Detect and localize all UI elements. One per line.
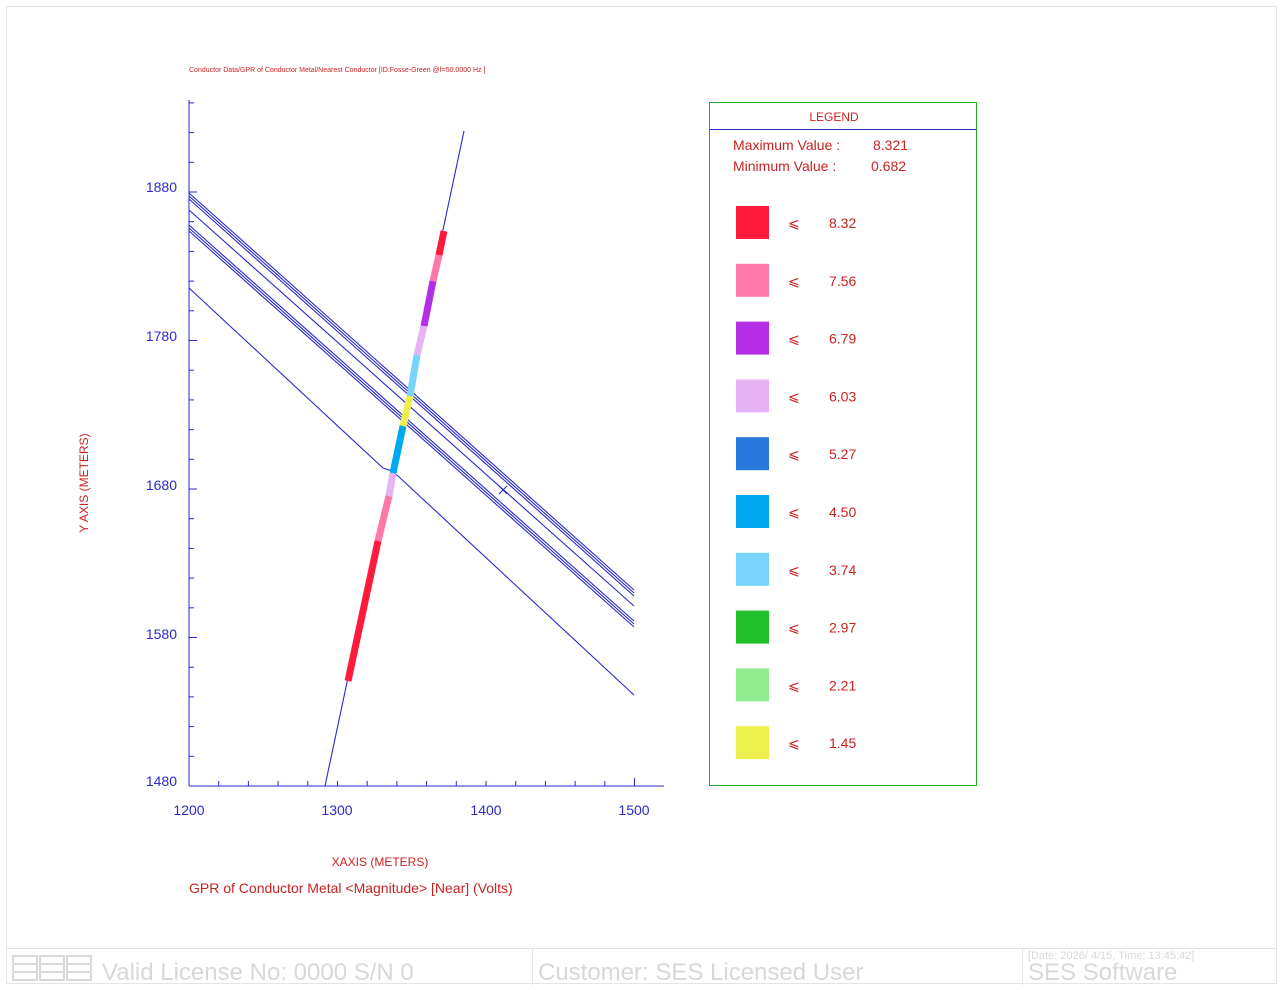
legend-value: 7.56 [829, 273, 856, 289]
legend-swatch [736, 610, 769, 644]
conductor-line [188, 209, 635, 607]
legend-symbol: ⩽ [788, 332, 800, 348]
legend-value: 5.27 [829, 446, 856, 462]
y-axis-ticks [189, 102, 197, 787]
legend-value: 1.45 [829, 735, 856, 751]
license-text: Valid License No: 0000 S/N 0 [102, 959, 414, 986]
gpr-segment [374, 495, 393, 542]
y-tick-label: 1580 [146, 626, 177, 642]
gpr-segment [429, 254, 443, 282]
x-tick-label: 1300 [321, 802, 352, 818]
software-cell: [Date: 2026/ 4/15, Time: 13:45:42] SES S… [1022, 949, 1277, 985]
gpr-segment [385, 472, 397, 497]
legend-symbol: ⩽ [788, 274, 800, 290]
legend-symbol: ⩽ [788, 736, 800, 752]
y-tick-labels: 1880 1780 1680 1580 1480 [146, 179, 177, 789]
plot-frame [6, 6, 1277, 984]
y-axis-label: Y AXIS (METERS) [77, 433, 91, 532]
customer-cell: Customer: SES Licensed User [532, 949, 1023, 985]
legend-value: 3.74 [829, 562, 856, 578]
conductor-line [188, 230, 635, 628]
legend-min-label: Minimum Value : [733, 158, 836, 174]
legend-swatch [736, 379, 769, 413]
x-axis-ticks [188, 778, 635, 786]
legend-swatch [736, 495, 769, 528]
legend-value: 2.97 [829, 620, 856, 636]
legend-max-label: Maximum Value : [733, 137, 840, 153]
legend-title: LEGEND [809, 110, 859, 124]
legend-swatch [736, 437, 769, 471]
customer-text: Customer: SES Licensed User [538, 959, 864, 986]
y-tick-label: 1680 [146, 477, 177, 493]
legend-symbol: ⩽ [788, 505, 800, 521]
legend-value: 6.79 [829, 331, 856, 347]
conductor-network [188, 130, 635, 787]
gpr-plot: Conductor Data/GPR of Conductor Metal/Ne… [77, 67, 977, 896]
legend-min-value: 0.682 [871, 158, 906, 174]
conductor-line [188, 227, 635, 625]
date-text: [Date: 2026/ 4/15, Time: 13:45:42] [1028, 950, 1195, 962]
y-tick-label: 1480 [146, 773, 177, 789]
legend-symbol: ⩽ [788, 563, 800, 579]
gpr-segment [435, 230, 448, 256]
legend-symbol: ⩽ [788, 621, 800, 637]
legend-max-value: 8.321 [873, 137, 908, 153]
cross-marker [498, 485, 508, 495]
gpr-segment [413, 325, 428, 356]
legend-value: 6.03 [829, 388, 856, 404]
legend-swatch [736, 668, 769, 702]
gpr-segment [389, 425, 407, 474]
footer-bar: Valid License No: 0000 S/N 0 Customer: S… [6, 948, 1277, 985]
legend-symbol: ⩽ [788, 389, 800, 405]
legend-symbol: ⩽ [788, 447, 800, 463]
ses-logo-icon [12, 955, 92, 981]
legend-swatch [736, 321, 769, 355]
conductor-line [188, 287, 635, 696]
y-tick-label: 1780 [146, 328, 177, 344]
plot-subtitle: GPR of Conductor Metal <Magnitude> [Near… [189, 880, 513, 896]
gpr-segment [344, 540, 382, 682]
gpr-segments [344, 230, 448, 682]
license-cell: Valid License No: 0000 S/N 0 [6, 949, 533, 985]
x-tick-labels: 1200 1300 1400 1500 [173, 802, 649, 818]
legend-swatch [736, 263, 769, 297]
legend-items: ⩽ 8.32 ⩽ 7.56 ⩽ 6.79 ⩽ 6.03 ⩽ 5.27 ⩽ 4.50 ⩽ 3.74 ⩽ 2.97… [736, 206, 856, 760]
gpr-segment [399, 395, 414, 427]
x-tick-label: 1400 [470, 802, 501, 818]
legend-swatch [736, 552, 769, 586]
legend-symbol: ⩽ [788, 216, 800, 232]
legend-swatch [736, 726, 769, 760]
legend-value: 2.21 [829, 677, 856, 693]
plot-title: Conductor Data/GPR of Conductor Metal/Ne… [189, 67, 485, 74]
conductor-line [188, 224, 635, 622]
x-tick-label: 1500 [618, 802, 649, 818]
legend-symbol: ⩽ [788, 678, 800, 694]
x-axis-label: XAXIS (METERS) [332, 855, 429, 869]
legend: LEGEND Maximum Value : 8.321 Minimum Val… [709, 102, 977, 786]
gpr-segment [406, 354, 421, 397]
legend-value: 4.50 [829, 504, 856, 520]
legend-value: 8.32 [829, 215, 856, 231]
x-tick-label: 1200 [173, 802, 204, 818]
y-tick-label: 1880 [146, 179, 177, 195]
software-text: SES Software [1028, 959, 1178, 986]
gpr-segment [420, 280, 437, 327]
legend-swatch [736, 206, 769, 239]
axes [188, 100, 664, 787]
